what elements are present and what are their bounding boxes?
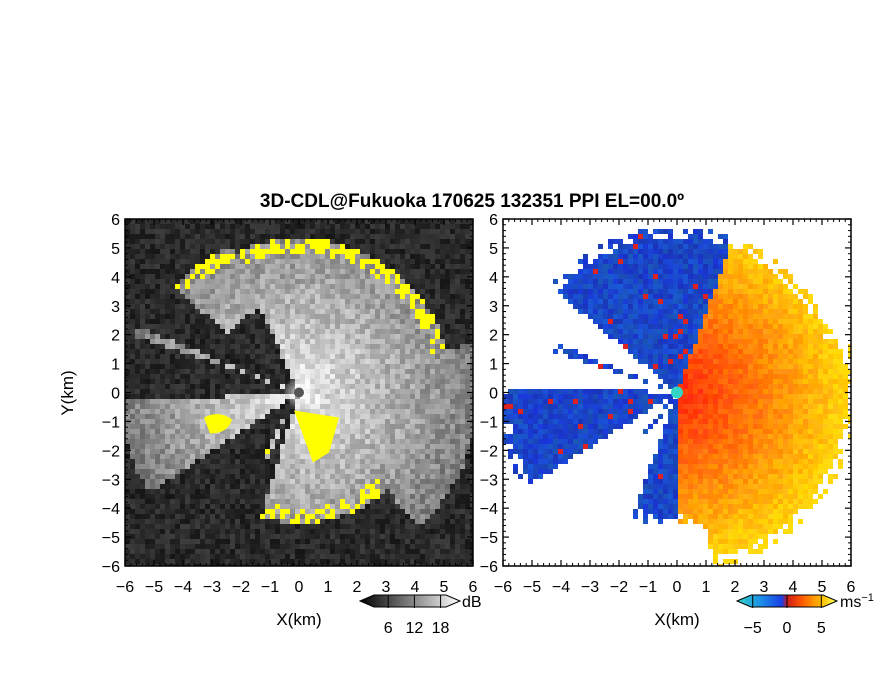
velocity-panel: −6 −5 −4 −3 −2 −1 0 1 2 3 4 5 6 6 5 4 3 2 1 0 −1 −2 −3 −4 −5 −6 X…	[480, 212, 874, 637]
y-tick-label: 0	[111, 386, 120, 403]
x-tick-label: 5	[440, 579, 449, 596]
y-tick-label: 4	[111, 270, 120, 287]
x-tick-label: −3	[581, 579, 599, 596]
y-tick-label: −2	[480, 443, 498, 460]
colorbar-tick-label: −5	[744, 620, 762, 637]
y-tick-label: 3	[489, 299, 498, 316]
x-tick-label: −1	[639, 579, 657, 596]
y-tick-label: 1	[111, 357, 120, 374]
y-tick-label: −2	[102, 443, 120, 460]
y-tick-label: 3	[111, 299, 120, 316]
x-tick-label: −6	[494, 579, 512, 596]
x-tick-label: 3	[382, 579, 391, 596]
colorbar-tick-label: 18	[432, 620, 450, 637]
x-tick-label: 4	[411, 579, 420, 596]
x-tick-label: 4	[789, 579, 798, 596]
figure-title: 3D-CDL@Fukuoka 170625 132351 PPI EL=00.0…	[260, 191, 684, 212]
x-tick-label: 5	[818, 579, 827, 596]
y-tick-label: 1	[489, 357, 498, 374]
y-tick-label: −4	[102, 501, 120, 518]
y-tick-label: 2	[111, 328, 120, 345]
colorbar-tick-label: 12	[405, 620, 423, 637]
x-tick-label: 6	[847, 579, 856, 596]
y-tick-label: 6	[489, 212, 498, 229]
x-tick-label: 0	[295, 579, 304, 596]
y-tick-label: 5	[489, 241, 498, 258]
velocity-image	[503, 219, 851, 566]
reflectivity-image	[125, 219, 473, 566]
colorbar-tick-label: 5	[817, 620, 826, 637]
y-tick-label: −6	[102, 559, 120, 576]
xlabel-right: X(km)	[654, 610, 699, 629]
y-tick-label: −1	[102, 414, 120, 431]
reflectivity-colorbar: 6 12 18 dB	[358, 594, 482, 637]
colorbar-unit-right: ms−1	[840, 592, 874, 611]
y-tick-label: 0	[489, 386, 498, 403]
y-tick-label: −4	[480, 501, 498, 518]
y-tick-label: −6	[480, 559, 498, 576]
x-tick-label: −5	[523, 579, 541, 596]
y-tick-label: −5	[480, 530, 498, 547]
ylabel-left: Y(km)	[58, 370, 77, 415]
x-tick-label: −4	[552, 579, 570, 596]
x-tick-label: −5	[145, 579, 163, 596]
x-tick-label: −1	[261, 579, 279, 596]
x-tick-label: −2	[610, 579, 628, 596]
x-tick-label: 6	[469, 579, 478, 596]
x-tick-label: −3	[203, 579, 221, 596]
x-tick-label: −6	[116, 579, 134, 596]
y-tick-label: 5	[111, 241, 120, 258]
x-tick-label: 2	[731, 579, 740, 596]
x-tick-label: 2	[353, 579, 362, 596]
x-tick-label: −4	[174, 579, 192, 596]
x-tick-label: 1	[702, 579, 711, 596]
y-tick-label: −5	[102, 530, 120, 547]
y-tick-label: 2	[489, 328, 498, 345]
velocity-colorbar: −5 0 5 ms−1	[735, 592, 874, 637]
xlabel-left: X(km)	[276, 610, 321, 629]
x-tick-label: 0	[673, 579, 682, 596]
colorbar-tick-label: 0	[783, 620, 792, 637]
y-tick-label: −1	[480, 414, 498, 431]
x-tick-label: −2	[232, 579, 250, 596]
colorbar-tick-label: 6	[384, 620, 393, 637]
x-tick-label: 3	[760, 579, 769, 596]
x-tick-label: 1	[324, 579, 333, 596]
y-tick-label: 6	[111, 212, 120, 229]
y-tick-label: 4	[489, 270, 498, 287]
y-tick-label: −3	[102, 472, 120, 489]
colorbar-unit-left: dB	[462, 594, 482, 611]
y-tick-label: −3	[480, 472, 498, 489]
